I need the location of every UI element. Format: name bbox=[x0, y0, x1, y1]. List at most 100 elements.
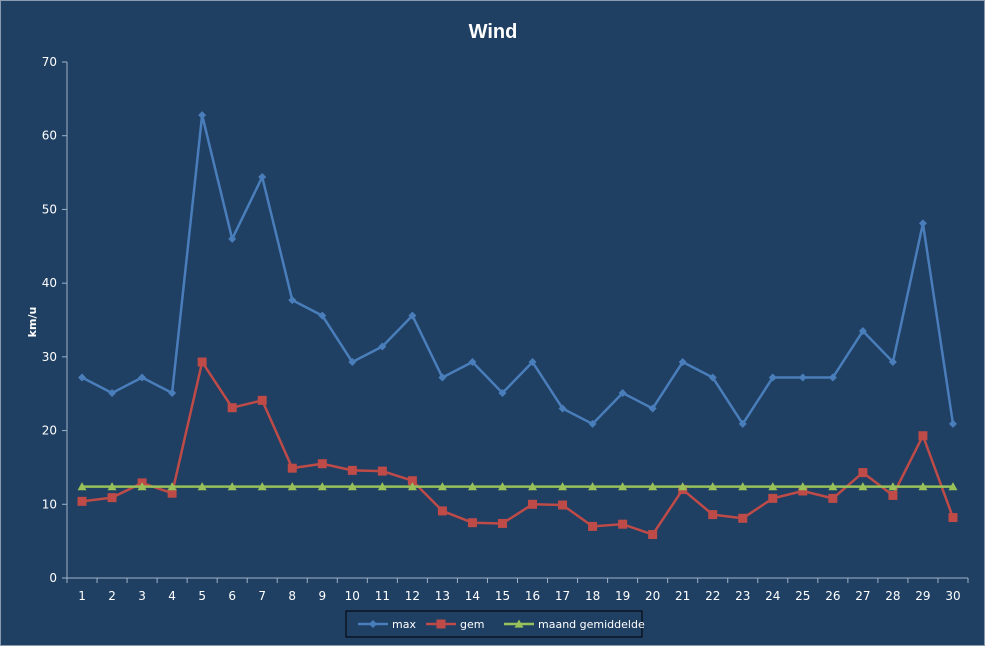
data-point bbox=[738, 482, 748, 491]
data-point bbox=[828, 493, 838, 503]
y-tick-label: 20 bbox=[42, 424, 57, 438]
x-tick-label: 7 bbox=[258, 589, 266, 603]
data-point bbox=[648, 482, 658, 491]
x-tick-label: 4 bbox=[168, 589, 176, 603]
data-point bbox=[588, 521, 598, 531]
data-point bbox=[287, 482, 297, 491]
data-point bbox=[858, 482, 868, 491]
x-tick-label: 23 bbox=[735, 589, 750, 603]
series-max bbox=[78, 111, 957, 428]
data-point bbox=[708, 373, 717, 382]
x-tick-label: 28 bbox=[885, 589, 900, 603]
data-point bbox=[618, 482, 628, 491]
data-point bbox=[167, 482, 177, 491]
data-point bbox=[408, 311, 417, 320]
data-point bbox=[708, 482, 718, 491]
series-gem bbox=[77, 357, 958, 540]
data-point bbox=[437, 506, 447, 516]
data-point bbox=[648, 530, 658, 540]
data-point bbox=[948, 419, 957, 428]
x-tick-label: 22 bbox=[705, 589, 720, 603]
series-layer bbox=[77, 111, 958, 540]
data-point bbox=[768, 373, 777, 382]
x-tick-label: 16 bbox=[525, 589, 540, 603]
data-point bbox=[138, 373, 147, 382]
data-point bbox=[287, 463, 297, 473]
data-point bbox=[528, 499, 538, 509]
data-point bbox=[407, 482, 417, 491]
x-tick-label: 9 bbox=[318, 589, 326, 603]
data-point bbox=[678, 482, 688, 491]
data-point bbox=[317, 459, 327, 469]
y-tick-label: 70 bbox=[42, 55, 57, 69]
x-tick-label: 29 bbox=[915, 589, 930, 603]
data-point bbox=[918, 482, 928, 491]
data-point bbox=[468, 358, 477, 367]
data-point bbox=[227, 403, 237, 413]
y-tick-label: 30 bbox=[42, 350, 57, 364]
data-point bbox=[858, 327, 867, 336]
data-point bbox=[918, 431, 928, 441]
data-point bbox=[348, 358, 357, 367]
data-point bbox=[318, 311, 327, 320]
chart-title: Wind bbox=[469, 21, 518, 43]
data-point bbox=[798, 482, 808, 491]
x-tick-label: 24 bbox=[765, 589, 780, 603]
data-point bbox=[437, 482, 447, 491]
data-point bbox=[768, 482, 778, 491]
data-point bbox=[167, 488, 177, 498]
data-point bbox=[377, 466, 387, 476]
legend-marker bbox=[514, 619, 524, 628]
data-point bbox=[467, 518, 477, 528]
data-point bbox=[708, 510, 718, 520]
data-point bbox=[108, 388, 117, 397]
data-point bbox=[497, 482, 507, 491]
x-tick-label: 20 bbox=[645, 589, 660, 603]
data-point bbox=[77, 496, 87, 506]
data-point bbox=[888, 490, 898, 500]
y-tick-label: 60 bbox=[42, 129, 57, 143]
data-point bbox=[107, 493, 117, 503]
data-point bbox=[197, 357, 207, 367]
data-point bbox=[317, 482, 327, 491]
y-tick-label: 50 bbox=[42, 202, 57, 216]
x-tick-label: 1 bbox=[78, 589, 86, 603]
data-point bbox=[168, 388, 177, 397]
x-tick-label: 15 bbox=[495, 589, 510, 603]
data-point bbox=[948, 513, 958, 523]
x-tick-label: 6 bbox=[228, 589, 236, 603]
data-point bbox=[798, 373, 807, 382]
y-tick-label: 0 bbox=[49, 571, 57, 585]
data-point bbox=[107, 482, 117, 491]
data-point bbox=[738, 419, 747, 428]
y-axis-label: km/u bbox=[26, 307, 39, 338]
data-point bbox=[228, 234, 237, 243]
data-point bbox=[78, 373, 87, 382]
series-line bbox=[81, 113, 955, 426]
legend-label: maand gemiddelde bbox=[538, 618, 645, 631]
data-point bbox=[467, 482, 477, 491]
x-tick-label: 8 bbox=[288, 589, 296, 603]
x-tick-label: 27 bbox=[855, 589, 870, 603]
x-tick-label: 10 bbox=[345, 589, 360, 603]
data-point bbox=[828, 482, 838, 491]
data-point bbox=[227, 482, 237, 491]
x-tick-label: 13 bbox=[435, 589, 450, 603]
data-point bbox=[378, 342, 387, 351]
legend-marker bbox=[436, 619, 446, 629]
y-tick-label: 10 bbox=[42, 497, 57, 511]
data-point bbox=[648, 404, 657, 413]
data-point bbox=[407, 476, 417, 486]
data-point bbox=[558, 404, 567, 413]
legend-label: max bbox=[392, 618, 416, 631]
data-point bbox=[798, 486, 808, 496]
legend-box bbox=[345, 610, 643, 638]
data-point bbox=[888, 358, 897, 367]
data-point bbox=[198, 111, 207, 120]
x-tick-label: 19 bbox=[615, 589, 630, 603]
data-point bbox=[197, 482, 207, 491]
data-point bbox=[438, 373, 447, 382]
